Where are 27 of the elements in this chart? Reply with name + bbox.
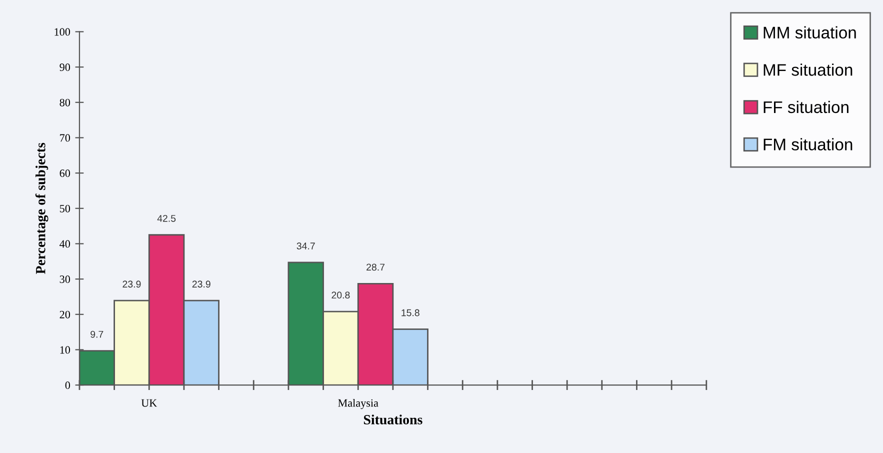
legend-label: MF situation [764, 64, 852, 76]
y-tick-label: 70 [60, 134, 70, 142]
y-tick-label: 0 [65, 382, 70, 390]
x-tick-label: UK [141, 399, 158, 407]
data-label: 15.8 [402, 309, 420, 316]
y-tick-label: 60 [60, 170, 70, 178]
y-tick-label: 40 [60, 240, 70, 248]
x-axis-title: Situations [364, 414, 422, 424]
data-label: 28.7 [366, 264, 384, 271]
y-tick-label: 100 [54, 28, 70, 36]
data-label: 23.9 [192, 280, 210, 288]
data-label: 20.8 [332, 292, 350, 299]
y-tick-label: 20 [60, 310, 70, 318]
y-tick-label: 80 [60, 98, 70, 106]
data-label: 9.7 [90, 330, 104, 338]
data-label: 34.7 [296, 242, 315, 250]
data-label: 42.5 [157, 214, 176, 222]
y-tick-label: 10 [60, 346, 70, 354]
legend-label: FM situation [764, 138, 852, 150]
y-axis-title: Percentage of subjects [35, 142, 48, 274]
legend-label: MM situation [764, 26, 856, 39]
y-tick-label: 50 [60, 204, 70, 212]
y-tick-label: 90 [60, 64, 70, 72]
legend-label: FF situation [764, 100, 848, 114]
data-label: 23.9 [122, 280, 141, 288]
x-tick-label: Malaysia [338, 398, 378, 410]
y-tick-label: 30 [60, 276, 70, 284]
